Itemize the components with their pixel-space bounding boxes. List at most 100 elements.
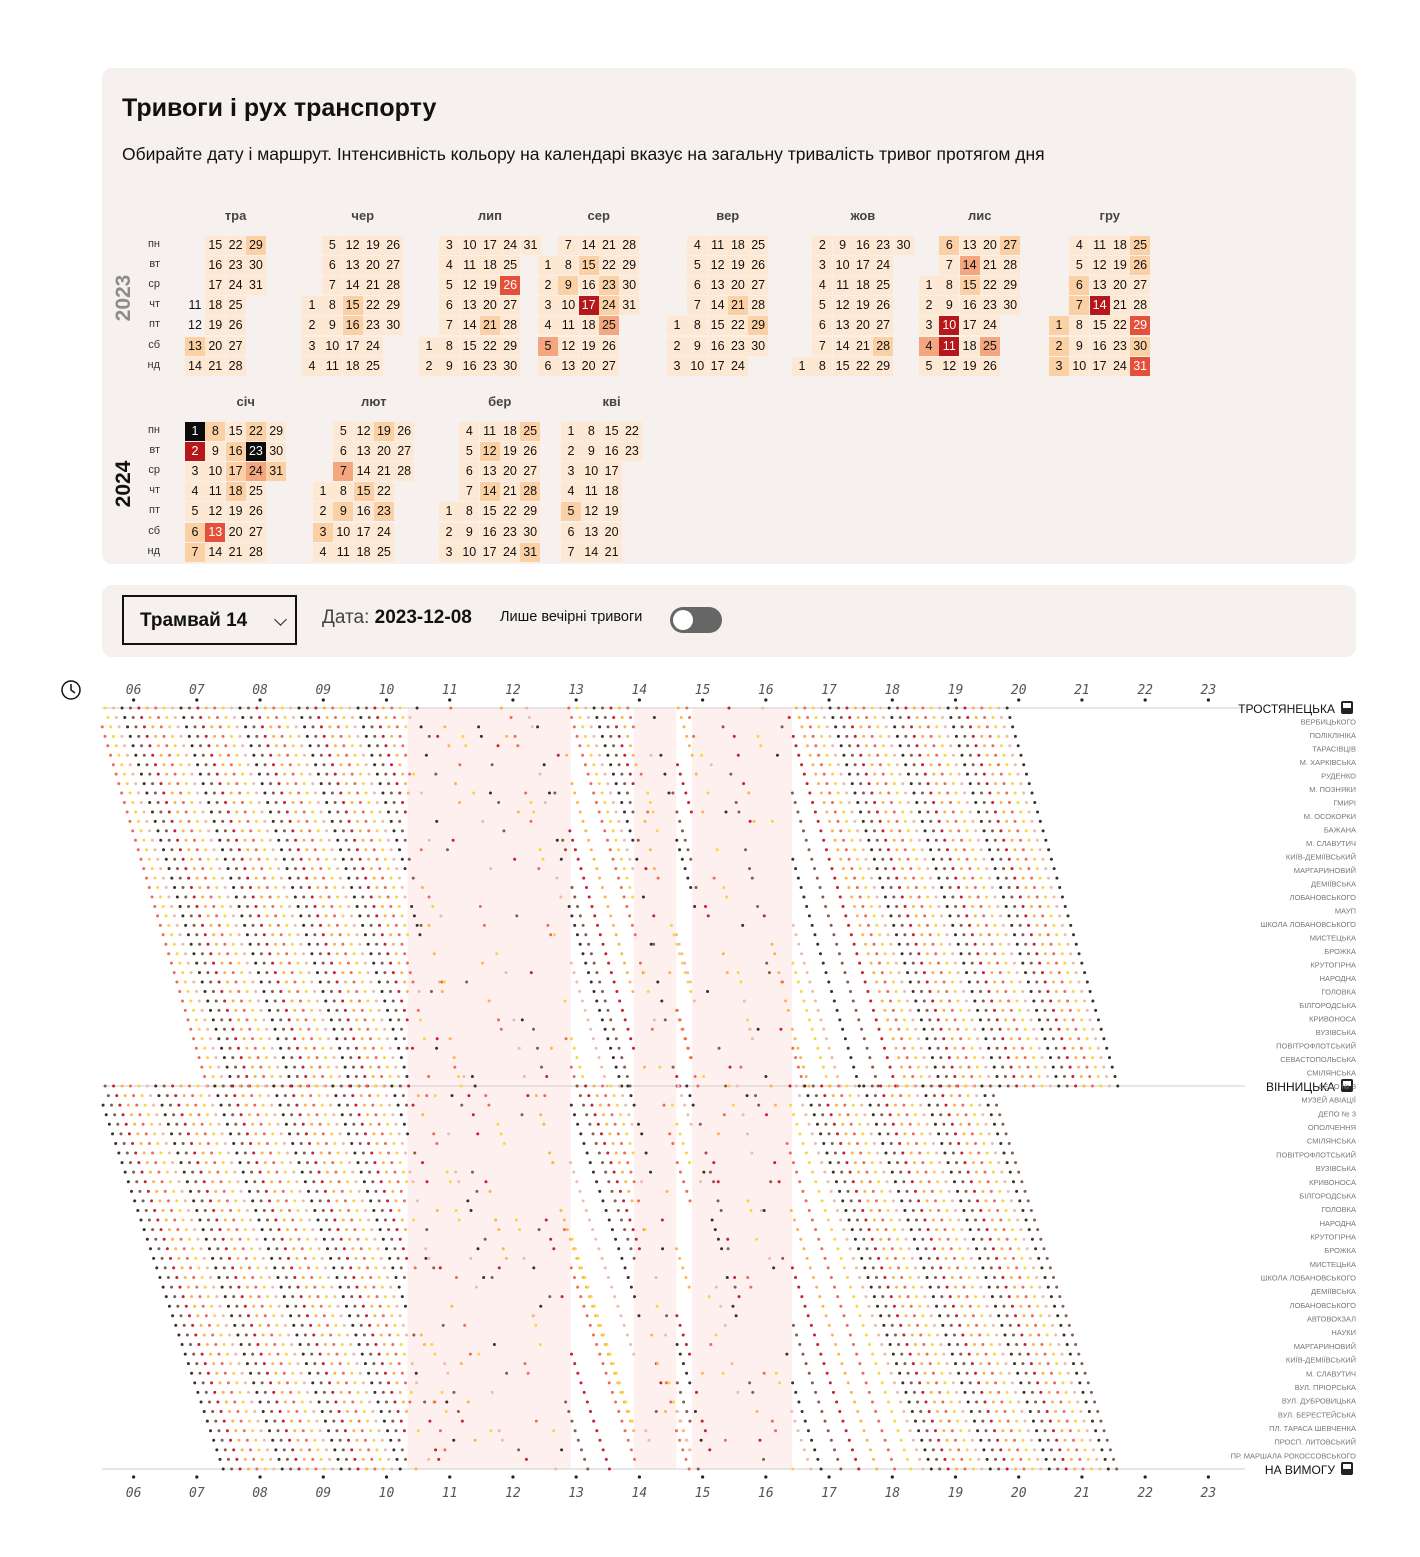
calendar-day[interactable]: 24 xyxy=(225,276,246,296)
calendar-day[interactable]: 21 xyxy=(373,462,394,482)
calendar-day[interactable]: 4 xyxy=(185,482,205,502)
calendar-day[interactable]: 13 xyxy=(459,296,480,316)
calendar-day[interactable]: 25 xyxy=(500,256,521,276)
calendar-day[interactable]: 3 xyxy=(302,336,322,356)
calendar-day[interactable]: 24 xyxy=(373,522,394,542)
calendar-day[interactable]: 27 xyxy=(520,462,541,482)
calendar-day[interactable]: 26 xyxy=(1130,256,1151,276)
calendar-day[interactable]: 24 xyxy=(1109,356,1130,376)
calendar-day[interactable]: 6 xyxy=(538,356,558,376)
calendar-day[interactable]: 5 xyxy=(538,336,558,356)
calendar-day[interactable]: 27 xyxy=(245,522,266,542)
calendar-day[interactable]: 17 xyxy=(959,316,980,336)
calendar-day[interactable]: 29 xyxy=(383,296,404,316)
calendar-day[interactable]: 15 xyxy=(459,336,480,356)
calendar-day[interactable]: 12 xyxy=(707,256,728,276)
calendar-day[interactable]: 19 xyxy=(225,502,246,522)
calendar-day[interactable]: 19 xyxy=(727,256,748,276)
calendar-day[interactable]: 28 xyxy=(1000,256,1021,276)
calendar-day[interactable]: 9 xyxy=(205,442,226,462)
calendar-day[interactable]: 1 xyxy=(439,502,459,522)
calendar-day[interactable]: 7 xyxy=(558,236,579,255)
calendar-day[interactable]: 8 xyxy=(581,422,602,441)
calendar-day[interactable]: 10 xyxy=(322,336,343,356)
calendar-day[interactable]: 2 xyxy=(302,316,322,336)
calendar-day[interactable]: 20 xyxy=(362,256,383,276)
calendar-day[interactable]: 30 xyxy=(893,236,914,255)
calendar-day[interactable]: 4 xyxy=(313,542,333,562)
calendar-day[interactable]: 8 xyxy=(205,422,226,441)
calendar-day[interactable]: 22 xyxy=(225,236,246,255)
calendar-day[interactable]: 18 xyxy=(1109,236,1130,255)
calendar-day[interactable]: 11 xyxy=(558,316,579,336)
calendar-day[interactable]: 17 xyxy=(578,296,599,316)
calendar-day[interactable]: 31 xyxy=(266,462,287,482)
calendar-day[interactable]: 12 xyxy=(342,236,363,255)
calendar-day[interactable]: 11 xyxy=(479,422,500,441)
route-select[interactable]: Трамвай 14 xyxy=(122,595,297,645)
calendar-day[interactable]: 25 xyxy=(979,336,1000,356)
calendar-day[interactable]: 16 xyxy=(353,502,374,522)
calendar-day[interactable]: 30 xyxy=(619,276,640,296)
calendar-day[interactable]: 19 xyxy=(578,336,599,356)
calendar-day[interactable]: 7 xyxy=(322,276,343,296)
calendar-day[interactable]: 11 xyxy=(185,296,205,316)
calendar-day[interactable]: 10 xyxy=(459,236,480,255)
calendar-day[interactable]: 23 xyxy=(727,336,748,356)
calendar-day[interactable]: 15 xyxy=(342,296,363,316)
calendar-day[interactable]: 17 xyxy=(852,256,873,276)
calendar-day[interactable]: 15 xyxy=(479,502,500,522)
calendar-day[interactable]: 22 xyxy=(621,422,642,441)
calendar-day[interactable]: 19 xyxy=(479,276,500,296)
calendar-day[interactable]: 12 xyxy=(939,356,960,376)
calendar-day[interactable]: 17 xyxy=(205,276,226,296)
calendar-day[interactable]: 10 xyxy=(832,256,853,276)
calendar-day[interactable]: 2 xyxy=(313,502,333,522)
calendar-day[interactable]: 6 xyxy=(812,316,833,336)
calendar-day[interactable]: 14 xyxy=(185,356,205,376)
calendar-day[interactable]: 12 xyxy=(832,296,853,316)
calendar-day[interactable]: 1 xyxy=(185,422,205,441)
calendar-day[interactable]: 6 xyxy=(939,236,960,255)
calendar-day[interactable]: 21 xyxy=(852,336,873,356)
calendar-day[interactable]: 16 xyxy=(707,336,728,356)
calendar-day[interactable]: 21 xyxy=(225,542,246,562)
calendar-day[interactable]: 6 xyxy=(687,276,708,296)
calendar-day[interactable]: 22 xyxy=(979,276,1000,296)
calendar-day[interactable]: 25 xyxy=(225,296,246,316)
calendar-day[interactable]: 6 xyxy=(439,296,460,316)
calendar-day[interactable]: 16 xyxy=(479,522,500,542)
calendar-day[interactable]: 25 xyxy=(373,542,394,562)
calendar-day[interactable]: 27 xyxy=(1000,236,1021,255)
calendar-day[interactable]: 9 xyxy=(459,522,480,542)
calendar-day[interactable]: 20 xyxy=(578,356,599,376)
calendar-day[interactable]: 24 xyxy=(727,356,748,376)
calendar-day[interactable]: 9 xyxy=(832,236,853,255)
calendar-day[interactable]: 15 xyxy=(707,316,728,336)
calendar-day[interactable]: 4 xyxy=(1069,236,1090,255)
calendar-day[interactable]: 31 xyxy=(619,296,640,316)
calendar-day[interactable]: 18 xyxy=(205,296,226,316)
calendar-day[interactable]: 5 xyxy=(561,502,581,522)
calendar-day[interactable]: 1 xyxy=(419,336,439,356)
calendar-day[interactable]: 24 xyxy=(979,316,1000,336)
calendar-day[interactable]: 22 xyxy=(598,256,619,276)
calendar-day[interactable]: 17 xyxy=(225,462,246,482)
calendar-day[interactable]: 16 xyxy=(342,316,363,336)
calendar-day[interactable]: 4 xyxy=(919,336,939,356)
calendar-day[interactable]: 13 xyxy=(479,462,500,482)
calendar-day[interactable]: 18 xyxy=(601,482,622,502)
calendar-day[interactable]: 23 xyxy=(598,276,619,296)
calendar-day[interactable]: 11 xyxy=(939,336,960,356)
calendar-day[interactable]: 30 xyxy=(520,522,541,542)
calendar-day[interactable]: 21 xyxy=(1109,296,1130,316)
calendar-day[interactable]: 28 xyxy=(500,316,521,336)
calendar-day[interactable]: 18 xyxy=(479,256,500,276)
calendar-day[interactable]: 28 xyxy=(225,356,246,376)
calendar-day[interactable]: 15 xyxy=(1089,316,1110,336)
calendar-day[interactable]: 3 xyxy=(185,462,205,482)
calendar-day[interactable]: 23 xyxy=(225,256,246,276)
calendar-day[interactable]: 18 xyxy=(578,316,599,336)
calendar-day[interactable]: 23 xyxy=(499,522,520,542)
calendar-day[interactable]: 7 xyxy=(939,256,960,276)
